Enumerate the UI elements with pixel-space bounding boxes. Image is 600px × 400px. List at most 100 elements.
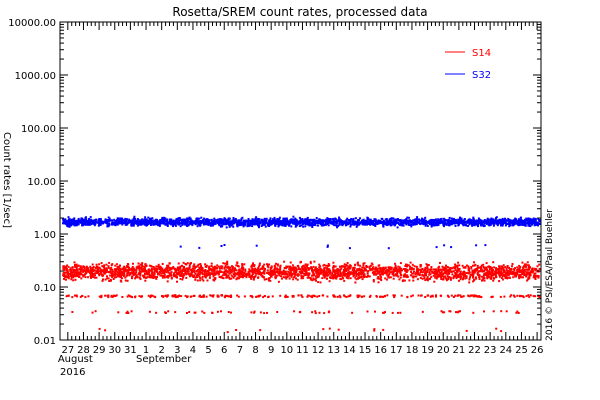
data-point: [152, 266, 155, 268]
data-point: [217, 223, 220, 225]
data-point: [190, 295, 193, 298]
data-point: [290, 225, 293, 228]
data-point: [71, 271, 74, 274]
data-point: [188, 311, 191, 313]
data-point: [76, 269, 79, 272]
data-point: [324, 273, 327, 276]
data-point: [216, 271, 218, 274]
data-point: [482, 274, 485, 277]
data-point: [537, 295, 540, 298]
data-point: [437, 270, 440, 273]
data-point: [160, 272, 163, 275]
data-point: [311, 279, 314, 282]
data-point: [238, 269, 241, 271]
data-point: [472, 276, 475, 279]
data-point: [298, 270, 301, 273]
data-point: [327, 222, 330, 224]
series-S14: [62, 260, 541, 334]
data-point: [445, 219, 448, 222]
data-point: [300, 224, 303, 227]
data-point: [234, 272, 237, 275]
data-point: [117, 267, 120, 270]
data-point: [538, 296, 541, 299]
data-point: [388, 266, 391, 269]
data-point: [416, 270, 419, 273]
data-point: [381, 267, 384, 270]
data-point: [217, 265, 220, 268]
data-point: [182, 222, 185, 225]
data-point: [87, 270, 90, 273]
data-point: [488, 276, 491, 279]
data-point: [309, 278, 312, 281]
data-point: [521, 270, 524, 273]
data-point: [84, 273, 86, 276]
data-point: [434, 270, 437, 273]
data-point: [73, 294, 76, 297]
data-point: [487, 219, 489, 222]
data-point: [104, 278, 107, 281]
data-point: [143, 265, 146, 268]
data-point: [468, 278, 471, 281]
data-point: [318, 311, 321, 314]
data-point: [148, 310, 151, 313]
data-point: [263, 278, 266, 281]
data-point: [488, 268, 491, 271]
data-point: [346, 272, 349, 275]
data-point: [372, 280, 375, 283]
data-point: [192, 275, 195, 278]
data-point: [312, 219, 314, 222]
data-point: [127, 266, 130, 268]
data-point: [386, 274, 389, 277]
data-point: [421, 267, 424, 270]
data-point: [91, 274, 94, 277]
data-point: [242, 267, 245, 269]
data-point: [271, 295, 274, 298]
data-point: [187, 270, 190, 273]
data-point: [501, 275, 504, 278]
data-point-outlier: [382, 328, 385, 331]
data-point: [105, 270, 108, 273]
data-point: [340, 267, 343, 270]
data-point: [254, 217, 257, 220]
data-point: [111, 219, 114, 222]
data-point: [199, 266, 202, 269]
data-point: [524, 264, 526, 267]
data-point: [148, 264, 151, 267]
data-point: [117, 311, 120, 314]
data-point: [250, 270, 252, 273]
data-point: [264, 225, 267, 228]
data-point: [290, 274, 293, 277]
data-point: [259, 311, 262, 314]
data-point: [536, 274, 539, 277]
data-point: [257, 265, 260, 268]
data-point: [195, 220, 198, 223]
data-point: [465, 272, 468, 274]
data-point: [205, 265, 208, 268]
data-point: [468, 281, 471, 284]
data-point: [145, 269, 148, 272]
data-point: [153, 272, 156, 275]
data-point: [124, 276, 127, 279]
data-point: [143, 276, 145, 279]
data-point: [515, 311, 518, 314]
data-point: [309, 262, 312, 265]
data-point: [347, 219, 350, 222]
data-point: [76, 275, 79, 277]
data-point: [322, 221, 325, 223]
data-point: [389, 266, 392, 269]
data-point: [159, 274, 162, 277]
data-point: [454, 266, 456, 268]
data-point: [323, 263, 326, 266]
data-point: [427, 294, 430, 297]
data-point: [399, 276, 402, 279]
data-point: [442, 273, 445, 276]
data-point: [497, 268, 500, 271]
data-point: [424, 219, 427, 222]
data-point: [409, 265, 411, 268]
data-point: [155, 220, 158, 223]
data-point: [199, 271, 202, 274]
data-point: [360, 295, 363, 298]
data-point: [423, 277, 426, 279]
data-point: [184, 221, 187, 223]
data-point: [263, 263, 266, 266]
